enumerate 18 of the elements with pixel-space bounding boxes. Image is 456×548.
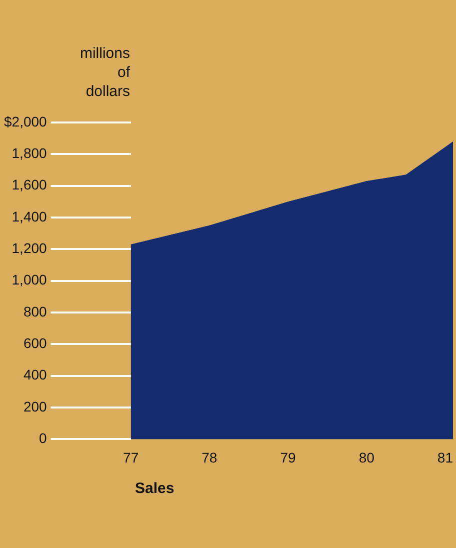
y-tick-label: 1,000	[12, 272, 48, 288]
y-tick-label: 1,200	[12, 240, 48, 256]
x-tick-label: 79	[280, 449, 296, 466]
x-tick-label: 77	[123, 449, 139, 466]
x-tick-label: 80	[358, 449, 375, 466]
x-tick-label: 78	[202, 449, 218, 466]
y-tick-label: 600	[23, 335, 48, 352]
y-tick-label: 0	[39, 430, 48, 446]
y-tick-label: 400	[23, 366, 48, 383]
x-axis-title: Sales	[135, 480, 174, 497]
y-tick-label: 1,800	[12, 144, 48, 161]
y-tick-label: $2,000	[4, 113, 48, 130]
y-tick-label: 800	[23, 303, 48, 320]
y-tick-label: 200	[23, 398, 48, 414]
y-tick-label: 1,600	[12, 176, 48, 193]
y-tick-label: 1,400	[12, 208, 48, 224]
y-axis-title: millions of dollars	[78, 44, 130, 101]
x-tick-label: 81	[437, 449, 454, 466]
